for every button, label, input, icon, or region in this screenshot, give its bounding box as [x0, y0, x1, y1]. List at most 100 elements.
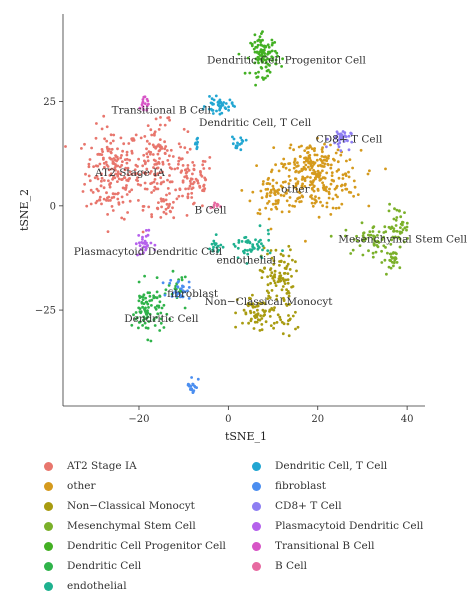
data-point [105, 191, 108, 195]
data-point [142, 153, 146, 157]
data-point [173, 167, 177, 171]
data-point [168, 174, 171, 177]
data-point [269, 227, 273, 231]
data-point [105, 199, 108, 202]
data-point [321, 181, 324, 185]
x-tick-label: −20 [128, 414, 149, 425]
data-point [281, 285, 285, 288]
data-point [179, 287, 183, 290]
data-point [147, 228, 151, 232]
data-point [284, 302, 288, 306]
legend-swatch [44, 581, 53, 591]
data-point [98, 162, 102, 166]
data-point [298, 170, 301, 174]
data-point [275, 51, 279, 55]
data-point [191, 182, 195, 186]
data-point [236, 144, 239, 148]
data-point [308, 144, 312, 148]
data-point [333, 141, 336, 145]
data-point [150, 304, 153, 307]
data-point [142, 108, 145, 112]
data-point [158, 329, 162, 332]
data-point [276, 201, 280, 205]
data-point [286, 189, 289, 192]
data-point [253, 305, 257, 309]
data-point [160, 306, 164, 310]
data-point [98, 198, 102, 202]
data-point [355, 234, 358, 238]
data-point [268, 191, 272, 194]
data-point [159, 116, 162, 119]
data-point [191, 391, 195, 394]
data-point [274, 58, 278, 62]
data-point [255, 76, 259, 79]
data-point [157, 160, 161, 164]
data-point [259, 66, 263, 69]
data-point [258, 212, 262, 216]
data-point [316, 164, 320, 168]
data-point [133, 172, 137, 176]
cluster-label: Dendritic Cell, T Cell [199, 117, 312, 129]
data-point [212, 102, 215, 106]
data-point [165, 149, 169, 152]
data-point [272, 326, 275, 330]
data-point [149, 150, 153, 154]
cluster-label: endothelial [216, 255, 276, 267]
data-point [405, 228, 408, 232]
data-point [266, 62, 270, 66]
data-point [304, 156, 308, 160]
data-point [368, 230, 372, 234]
data-point [251, 190, 255, 194]
data-point [94, 136, 98, 140]
data-point [331, 197, 335, 201]
data-point [116, 197, 120, 201]
data-point [230, 102, 234, 105]
data-point [141, 324, 145, 327]
axes: −20 0 20 40 25 0 −25 [35, 14, 425, 425]
data-point [271, 184, 275, 188]
data-point [399, 215, 403, 219]
data-point [153, 324, 157, 327]
data-point [87, 174, 91, 178]
data-point [405, 225, 409, 229]
data-point [95, 199, 99, 203]
data-point [342, 140, 346, 143]
data-point [296, 180, 300, 184]
data-point [180, 276, 184, 279]
data-point [403, 211, 406, 215]
data-point [394, 218, 398, 222]
data-point [116, 170, 120, 174]
data-point [281, 185, 285, 189]
data-point [288, 179, 292, 182]
data-point [144, 300, 148, 304]
data-point [213, 241, 216, 245]
data-point [135, 172, 139, 175]
data-point [139, 183, 143, 187]
data-point [162, 210, 166, 214]
data-point [269, 281, 272, 285]
data-point [304, 168, 308, 171]
data-point [140, 241, 144, 244]
data-point [301, 182, 304, 186]
data-point [284, 278, 288, 282]
data-point [168, 180, 172, 184]
data-point [389, 227, 393, 231]
data-point [395, 216, 399, 219]
series-cd8-t-cell [325, 130, 354, 153]
data-point [353, 185, 357, 189]
data-point [274, 163, 277, 167]
data-point [134, 133, 138, 137]
data-point [292, 185, 296, 189]
data-point [148, 142, 151, 146]
cluster-label: Transitional B Cell [112, 104, 212, 116]
data-point [358, 244, 362, 248]
data-point [161, 162, 165, 166]
data-point [269, 324, 273, 327]
data-point [279, 318, 282, 322]
data-point [331, 206, 335, 210]
data-point [321, 161, 324, 165]
cluster-label: Plasmacytoid Dendritic Cell [74, 246, 223, 258]
data-point [266, 252, 269, 256]
data-point [202, 167, 206, 170]
data-point [334, 206, 338, 210]
